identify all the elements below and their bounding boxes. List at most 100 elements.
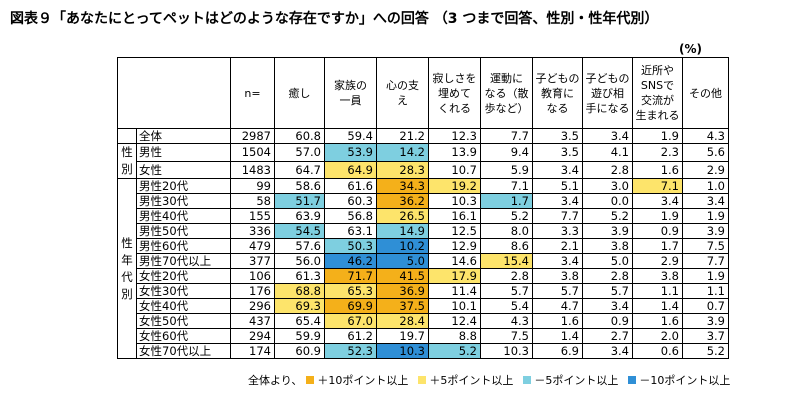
table-row: 女性70代以上 174 60.9 52.3 10.3 5.2 10.3 6.9 3.4 0.6 5.… (118, 343, 729, 359)
column-header: 心の支え (376, 57, 429, 129)
data-cell: 0.0 (582, 193, 633, 209)
data-cell: 0.9 (632, 223, 683, 239)
legend-swatch (418, 376, 427, 384)
data-cell: 4.3 (480, 313, 533, 329)
data-cell: 1.0 (682, 178, 729, 194)
header-corner (117, 57, 231, 129)
data-cell: 5.9 (480, 160, 533, 179)
data-cell: 1.6 (632, 160, 683, 179)
data-cell: 59.4 (324, 128, 377, 144)
data-cell: 69.3 (274, 298, 325, 314)
data-cell: 99 (230, 178, 275, 194)
row-label: 全体 (136, 128, 231, 144)
data-cell: 28.4 (376, 313, 429, 329)
column-header-line: n= (244, 86, 261, 100)
data-cell: 5.0 (582, 253, 633, 269)
row-label: 女性30代 (136, 283, 231, 299)
data-cell: 14.9 (376, 223, 429, 239)
data-cell: 5.4 (480, 298, 533, 314)
column-header-line: 心の支 (386, 79, 419, 92)
data-cell: 0.6 (632, 343, 683, 359)
column-header-line: 家族の (334, 79, 367, 92)
data-cell: 12.4 (428, 313, 481, 329)
data-cell: 59.9 (274, 328, 325, 344)
data-cell: 3.0 (582, 178, 633, 194)
data-cell: 12.5 (428, 223, 481, 239)
table-row: 女性 1483 64.7 64.9 28.3 10.7 5.9 3.4 2.8 1.6 2.9 (118, 160, 729, 179)
data-cell: 5.7 (582, 283, 633, 299)
data-cell: 3.9 (582, 223, 633, 239)
unit-label: (%) (679, 42, 702, 56)
row-label: 女性60代 (136, 328, 231, 344)
column-header: その他 (682, 57, 729, 129)
data-cell: 3.8 (632, 268, 683, 284)
data-cell: 1.9 (682, 268, 729, 284)
data-cell: 26.5 (376, 208, 429, 224)
row-label: 男性20代 (136, 178, 231, 194)
column-header-line: 癒し (288, 86, 311, 100)
data-cell: 7.7 (682, 253, 729, 269)
data-cell: 3.3 (532, 223, 583, 239)
data-cell: 377 (230, 253, 275, 269)
data-cell: 68.8 (274, 283, 325, 299)
column-header-line: 一員 (339, 94, 362, 107)
table-row: 性年代別 男性20代 99 58.6 61.6 34.3 19.2 7.1 5.1 3.0 7.1 1… (117, 178, 729, 359)
data-cell: 50.3 (324, 238, 377, 254)
data-cell: 7.5 (480, 328, 533, 344)
data-cell: 19.2 (428, 178, 481, 194)
data-cell: 3.9 (682, 223, 729, 239)
row-label: 女性50代 (136, 313, 231, 329)
data-cell: 28.3 (376, 160, 429, 179)
data-cell: 1.9 (632, 208, 683, 224)
data-cell: 2.0 (632, 328, 683, 344)
group-label: 性別 (117, 143, 137, 179)
data-cell: 294 (230, 328, 275, 344)
column-header-line: SNSで (640, 79, 675, 92)
data-cell: 5.2 (682, 343, 729, 359)
row-label: 女性70代以上 (136, 343, 231, 359)
table-row: 男性70代以上 377 56.0 46.2 5.0 14.6 15.4 3.4 5.0 2.9 7.… (118, 253, 729, 269)
data-cell: 13.9 (428, 143, 481, 162)
legend-swatch (523, 376, 532, 384)
data-cell: 10.3 (480, 343, 533, 359)
data-cell: 2.3 (632, 143, 683, 162)
data-cell: 7.1 (480, 178, 533, 194)
row-label: 男性60代 (136, 238, 231, 254)
legend-label: ＋5ポイント以上 (429, 374, 514, 387)
data-cell: 5.7 (480, 283, 533, 299)
data-cell: 2.7 (582, 328, 633, 344)
data-cell: 15.4 (480, 253, 533, 269)
column-header-line: なる (546, 101, 569, 115)
row-label: 女性20代 (136, 268, 231, 284)
data-cell: 21.2 (376, 128, 429, 144)
column-header: 近所や SNSで 交流が 生まれる (632, 57, 683, 129)
legend: 全体より、 ＋10ポイント以上 ＋5ポイント以上 －5ポイント以上 －10ポイント以上 (248, 372, 730, 388)
column-header-line: その他 (689, 86, 722, 100)
data-cell: 3.7 (682, 328, 729, 344)
data-cell: 3.4 (682, 193, 729, 209)
data-cell: 1.6 (532, 313, 583, 329)
column-header: 家族の 一員 (324, 57, 377, 129)
data-cell: 5.7 (532, 283, 583, 299)
column-header-line: 生まれる (635, 109, 680, 122)
data-cell: 9.4 (480, 143, 533, 162)
data-cell: 4.7 (532, 298, 583, 314)
data-cell: 1.9 (682, 208, 729, 224)
data-cell: 2.1 (532, 238, 583, 254)
data-cell: 5.1 (532, 178, 583, 194)
column-header-line: 手になる (585, 101, 630, 115)
data-cell: 155 (230, 208, 275, 224)
legend-swatch (628, 376, 637, 384)
data-cell: 3.5 (532, 128, 583, 144)
legend-label: －10ポイント以上 (639, 374, 731, 387)
data-cell: 10.2 (376, 238, 429, 254)
data-cell: 61.6 (324, 178, 377, 194)
column-header-line: 運動に (490, 71, 523, 85)
data-cell: 11.4 (428, 283, 481, 299)
column-header-line: くれる (438, 101, 471, 115)
data-cell: 17.9 (428, 268, 481, 284)
header-row: n= 癒し 家族の 一員 心の支え寂しさを 埋めて くれる 運動に なる（散 歩など） 子どもの 教育… (117, 57, 729, 129)
column-header-line: え (397, 94, 408, 107)
data-cell: 61.2 (324, 328, 377, 344)
data-cell: 7.1 (632, 178, 683, 194)
